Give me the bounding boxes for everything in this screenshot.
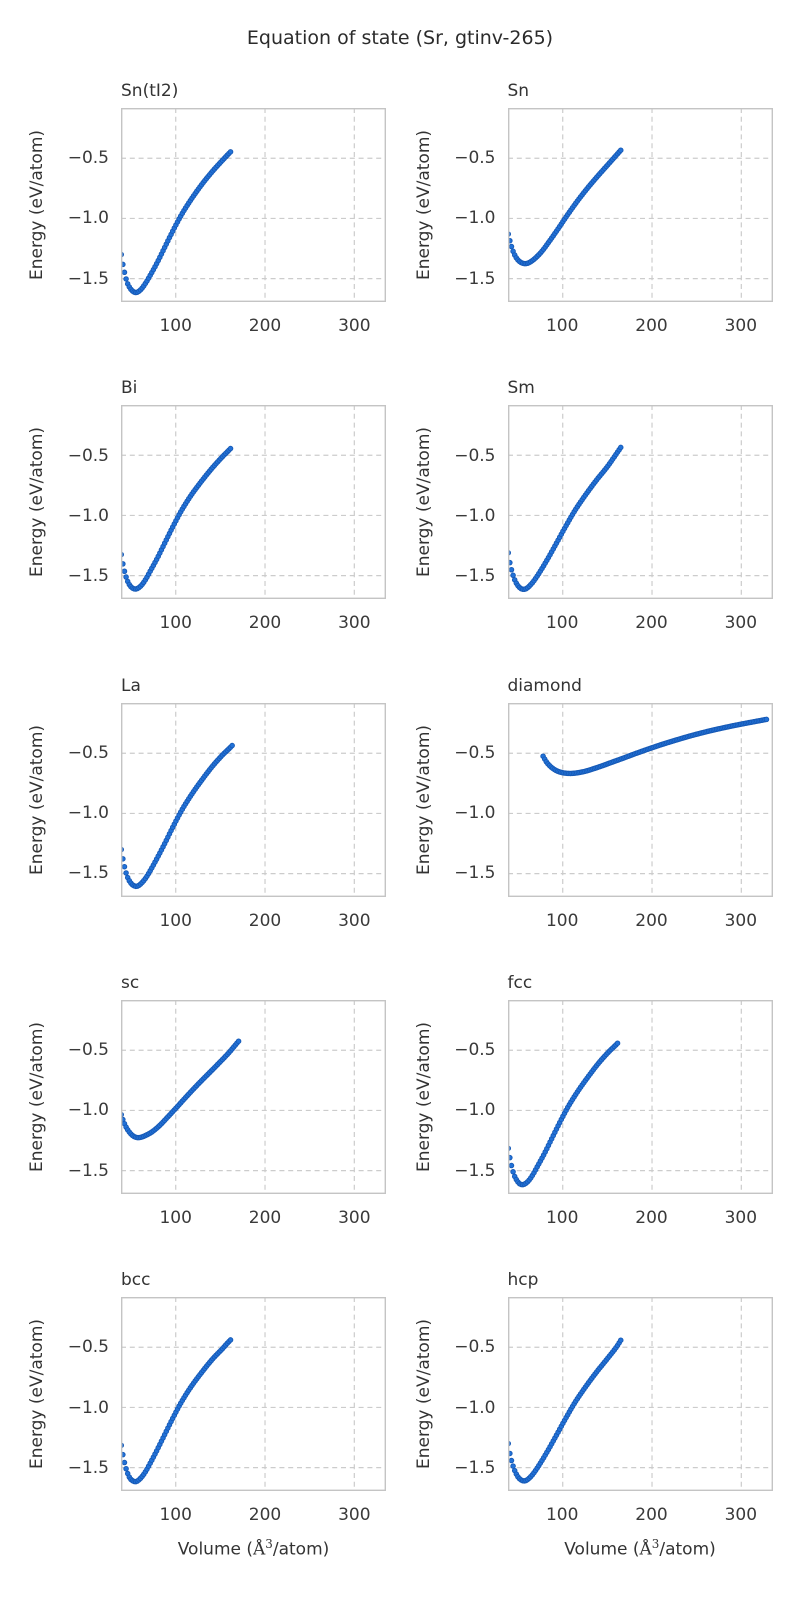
y-tick-label: −0.5 [454, 148, 496, 169]
figure-title: Equation of state (Sr, gtinv-265) [246, 27, 554, 49]
y-tick-label: −0.5 [454, 445, 496, 466]
subplot-title-Sn(tI2): Sn(tI2) [121, 81, 179, 101]
y-tick-label: −1.0 [454, 1397, 496, 1418]
subplot-title-La: La [121, 675, 141, 696]
y-tick-label: −0.5 [67, 742, 109, 763]
x-tick-label: 100 [545, 316, 579, 336]
subplot-title-diamond: diamond [507, 675, 582, 696]
x-tick-label: 100 [159, 316, 192, 336]
y-tick-label: −1.0 [67, 505, 109, 526]
data-series [121, 742, 235, 889]
x-axis-label: Volume (Å3/atom) [564, 1537, 716, 1560]
x-tick-label: 300 [338, 316, 371, 336]
y-tick-label: −0.5 [67, 1337, 109, 1358]
x-tick-label: 200 [635, 613, 668, 634]
y-tick-label: −1.5 [67, 1160, 109, 1181]
x-tick-label: 100 [159, 1505, 192, 1526]
x-tick-label: 200 [635, 1207, 668, 1228]
x-tick-label: 300 [724, 1207, 758, 1228]
x-axis-label: Volume (Å3/atom) [177, 1537, 330, 1560]
x-tick-label: 100 [159, 613, 192, 634]
y-tick-label: −1.0 [454, 208, 496, 229]
x-tick-label: 200 [248, 613, 282, 634]
plot-area-Sn(tI2) [121, 108, 386, 302]
x-tick-label: 200 [248, 910, 282, 931]
y-tick-label: −1.5 [454, 1160, 496, 1181]
y-tick-label: −0.5 [454, 1337, 496, 1358]
x-tick-label: 100 [159, 910, 192, 931]
y-tick-label: −1.0 [67, 803, 109, 824]
y-tick-label: −1.5 [454, 863, 496, 884]
data-series [121, 149, 234, 296]
x-tick-label: 300 [724, 910, 758, 931]
subplot-title-sc: sc [121, 972, 140, 993]
subplot-title-fcc: fcc [507, 972, 533, 993]
y-tick-label: −1.0 [454, 505, 496, 526]
x-tick-label: 100 [159, 1207, 192, 1228]
y-tick-label: −0.5 [67, 445, 109, 466]
y-tick-label: −1.5 [454, 565, 496, 586]
plot-area-Sm [507, 405, 773, 600]
x-tick-label: 200 [635, 910, 668, 931]
y-tick-label: −0.5 [454, 742, 496, 763]
y-tick-label: −1.0 [454, 803, 496, 824]
subplot-title-hcp: hcp [507, 1270, 539, 1291]
x-tick-label: 200 [248, 1207, 282, 1228]
y-tick-label: −1.5 [67, 268, 109, 289]
y-tick-label: −0.5 [67, 148, 109, 169]
x-tick-label: 300 [338, 613, 371, 634]
y-tick-label: −1.0 [67, 1100, 109, 1121]
subplot-title-Sm: Sm [507, 378, 535, 399]
plot-area-fcc [507, 999, 773, 1194]
plot-area-La [121, 702, 386, 897]
y-tick-label: −1.5 [67, 565, 109, 586]
y-tick-label: −1.5 [67, 1457, 109, 1478]
x-tick-label: 300 [338, 1505, 371, 1526]
data-series [121, 1337, 234, 1485]
y-tick-label: −0.5 [67, 1040, 109, 1061]
x-tick-label: 100 [545, 910, 579, 931]
plot-area-hcp [507, 1297, 773, 1492]
y-tick-label: −1.5 [67, 863, 109, 884]
y-tick-label: −1.0 [67, 1397, 109, 1418]
data-series [507, 147, 624, 267]
y-tick-label: −1.5 [454, 1457, 496, 1478]
x-tick-label: 300 [338, 910, 371, 931]
x-tick-label: 300 [338, 1207, 371, 1228]
subplot-title-bcc: bcc [121, 1270, 151, 1291]
data-series [121, 446, 234, 593]
data-series [507, 1337, 624, 1484]
data-series [507, 444, 624, 593]
x-tick-label: 300 [724, 316, 758, 336]
plot-area-diamond [507, 702, 773, 897]
x-tick-label: 100 [545, 1505, 579, 1526]
plot-area-Bi [121, 405, 386, 600]
data-series [539, 716, 769, 776]
subplot-title-Sn: Sn [507, 81, 530, 101]
plot-area-Sn [507, 108, 773, 302]
plot-area-sc [121, 999, 386, 1194]
x-tick-label: 100 [545, 613, 579, 634]
data-series [121, 1038, 242, 1141]
y-tick-label: −1.0 [67, 208, 109, 229]
x-tick-label: 200 [635, 1505, 668, 1526]
y-tick-label: −1.5 [454, 268, 496, 289]
x-tick-label: 200 [635, 316, 668, 336]
subplot-title-Bi: Bi [121, 378, 138, 399]
y-tick-label: −1.0 [454, 1100, 496, 1121]
x-tick-label: 300 [724, 613, 758, 634]
x-tick-label: 200 [248, 316, 282, 336]
x-tick-label: 200 [248, 1505, 282, 1526]
y-tick-label: −0.5 [454, 1040, 496, 1061]
plot-area-bcc [121, 1297, 386, 1492]
data-series [507, 1040, 620, 1188]
x-tick-label: 100 [545, 1207, 579, 1228]
x-tick-label: 300 [724, 1505, 758, 1526]
